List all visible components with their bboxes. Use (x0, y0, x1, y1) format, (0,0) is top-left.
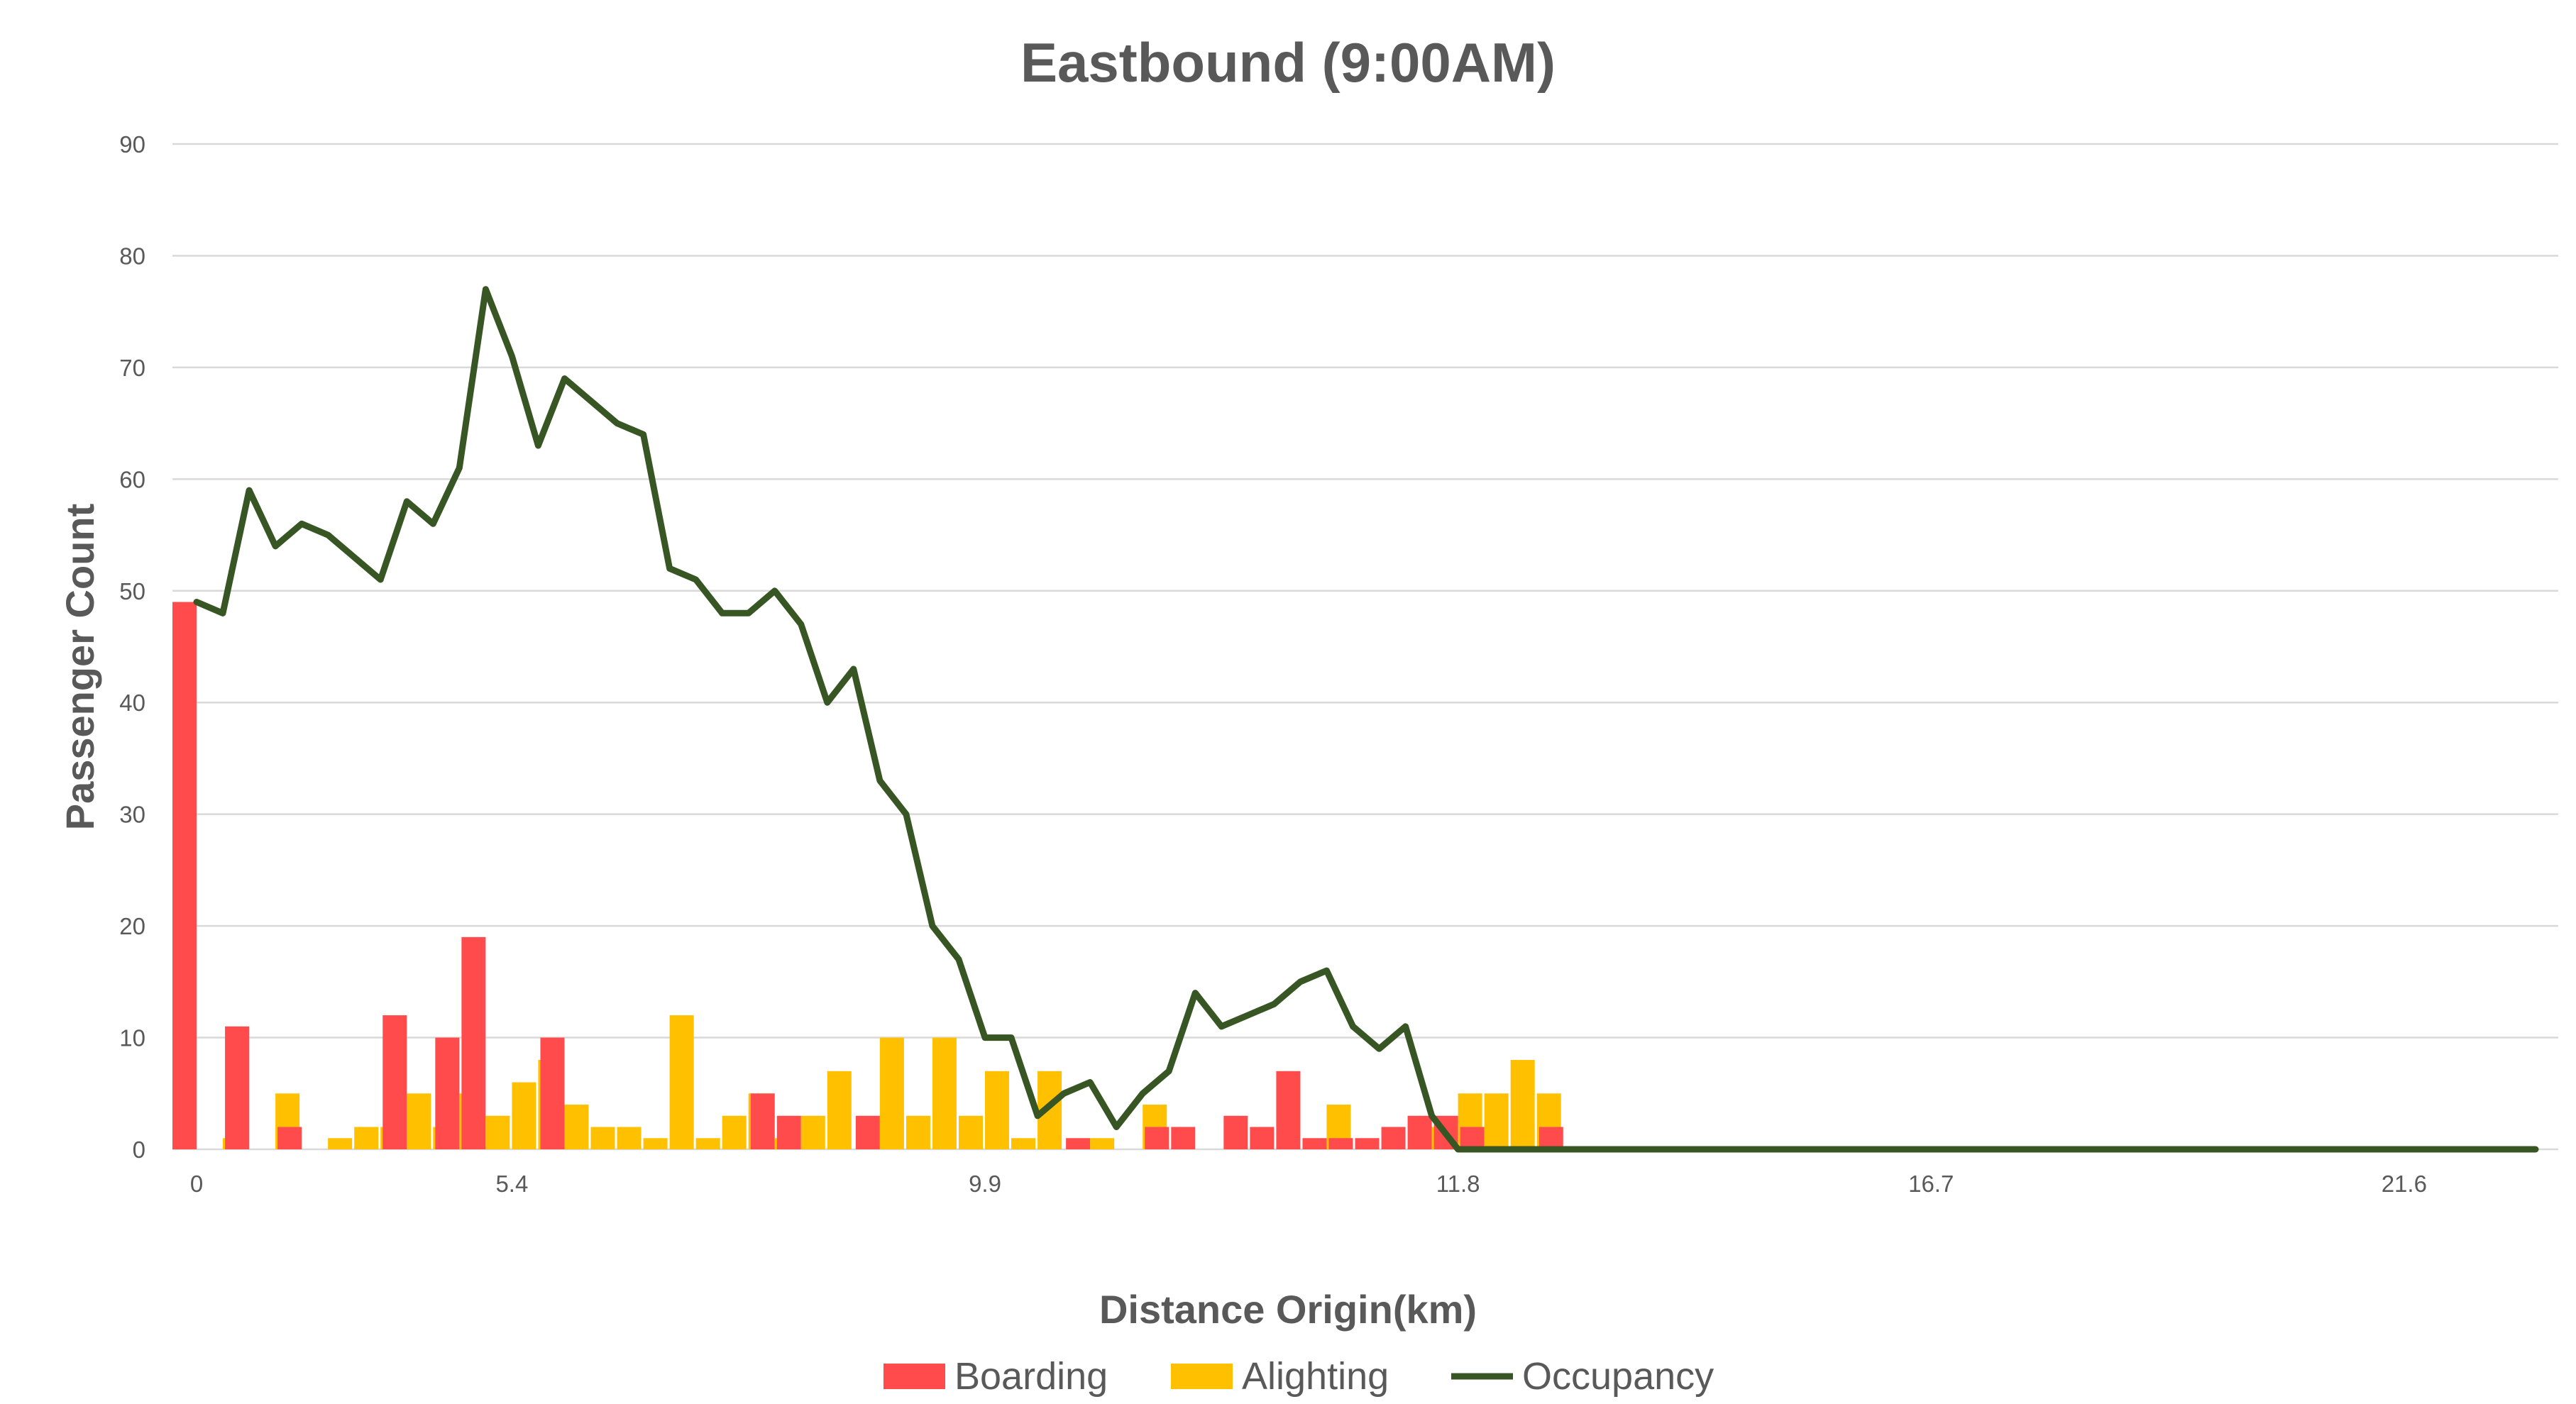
boarding-bar (750, 1093, 775, 1149)
y-tick-label: 20 (119, 913, 145, 939)
x-tick-label: 16.7 (1908, 1171, 1954, 1197)
boarding-bar (776, 1115, 801, 1149)
alighting-bar (485, 1115, 510, 1149)
alighting-bar (722, 1115, 747, 1149)
x-tick-label: 9.9 (969, 1171, 1001, 1197)
boarding-bar (1250, 1127, 1275, 1149)
x-tick-label: 21.6 (2382, 1171, 2427, 1197)
legend-label: Occupancy (1522, 1355, 1714, 1398)
alighting-bar (643, 1138, 668, 1149)
alighting-bar (1090, 1138, 1115, 1149)
alighting-bar (1510, 1060, 1535, 1149)
alighting-bar (906, 1115, 930, 1149)
alighting-bar (407, 1093, 431, 1149)
boarding-bar (1407, 1115, 1432, 1149)
alighting-bar (985, 1071, 1010, 1149)
boarding-bar (225, 1026, 250, 1149)
boarding-bar (172, 602, 197, 1149)
legend-item-boarding: Boarding (884, 1355, 1108, 1398)
alighting-bar (512, 1082, 536, 1149)
boarding-bar (1302, 1138, 1327, 1149)
alighting-bar (1011, 1138, 1036, 1149)
alighting-bar (932, 1037, 957, 1149)
x-tick-label: 5.4 (495, 1171, 528, 1197)
occupancy-line (193, 286, 2539, 1153)
chart-title: Eastbound (9:00AM) (1020, 31, 1556, 94)
alighting-bar (827, 1071, 852, 1149)
y-tick-label: 10 (119, 1025, 145, 1051)
alighting-bar (617, 1127, 642, 1149)
legend-label: Alighting (1242, 1355, 1389, 1398)
alighting-bar (800, 1115, 825, 1149)
alighting-bar (958, 1115, 983, 1149)
y-tick-label: 40 (119, 690, 145, 716)
x-axis-title: Distance Origin(km) (1099, 1287, 1477, 1332)
boarding-bar (1276, 1071, 1301, 1149)
boarding-bar (1355, 1138, 1380, 1149)
boarding-bar (435, 1037, 460, 1149)
boarding-bar (1460, 1127, 1485, 1149)
x-tick-label: 11.8 (1436, 1171, 1480, 1197)
y-tick-label: 50 (119, 578, 145, 604)
y-tick-label: 0 (133, 1137, 145, 1163)
occupancy-line-path (193, 286, 2539, 1153)
y-axis-title: Passenger Count (57, 504, 102, 831)
boarding-bar (382, 1015, 407, 1149)
legend-label: Boarding (954, 1355, 1108, 1398)
y-tick-label: 80 (119, 243, 145, 269)
y-axis-ticks: 0 10 20 30 40 50 60 70 80 90 (119, 131, 145, 1163)
y-tick-label: 90 (119, 131, 145, 157)
boarding-bar (855, 1115, 880, 1149)
alighting-bar (564, 1105, 589, 1149)
y-tick-label: 70 (119, 355, 145, 381)
alighting-bar (328, 1138, 353, 1149)
legend-item-alighting: Alighting (1171, 1355, 1389, 1398)
boarding-bar (461, 936, 486, 1149)
x-axis-ticks: 0 5.4 9.9 11.8 16.7 21.6 (190, 1171, 2427, 1197)
boarding-bar (1539, 1127, 1563, 1149)
boarding-bar (1066, 1138, 1091, 1149)
legend: Boarding Alighting Occupancy (884, 1355, 1714, 1398)
boarding-bar (1328, 1138, 1353, 1149)
boarding-bar (1145, 1127, 1169, 1149)
boarding-bar (277, 1127, 302, 1149)
y-tick-label: 30 (119, 802, 145, 828)
alighting-bar (1484, 1093, 1509, 1149)
alighting-bar (695, 1138, 720, 1149)
boarding-bar (1171, 1127, 1196, 1149)
boarding-bar (540, 1037, 565, 1149)
boarding-bar (1381, 1127, 1406, 1149)
alighting-bar (879, 1037, 904, 1149)
alighting-bar (669, 1015, 694, 1149)
legend-swatch (884, 1364, 945, 1389)
bars (172, 602, 1563, 1149)
alighting-bar (590, 1127, 615, 1149)
boarding-bar (1223, 1115, 1248, 1149)
x-tick-label: 0 (190, 1171, 203, 1197)
legend-swatch (1171, 1364, 1233, 1389)
gridlines (172, 143, 2558, 1151)
legend-item-occupancy: Occupancy (1451, 1355, 1714, 1398)
y-tick-label: 60 (119, 466, 145, 492)
alighting-bar (354, 1127, 379, 1149)
